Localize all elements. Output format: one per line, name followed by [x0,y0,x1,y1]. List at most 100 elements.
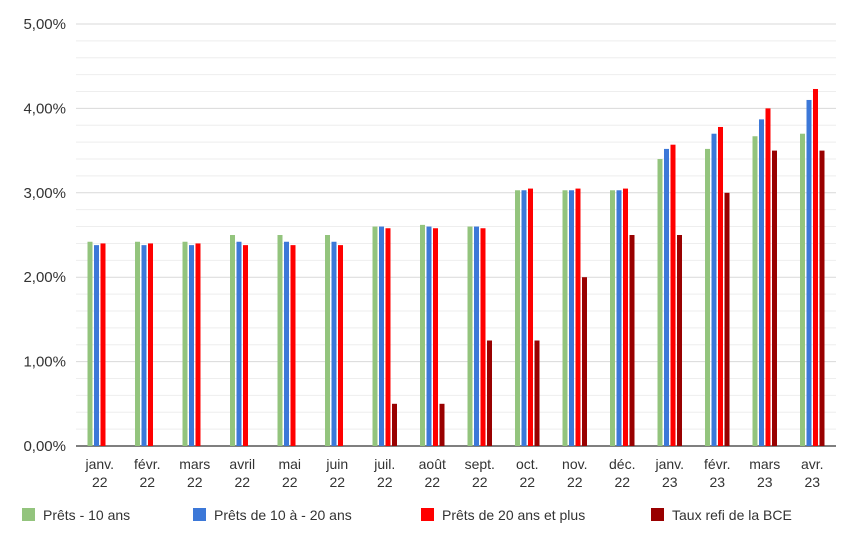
x-tick-label: oct. [516,456,539,472]
x-tick-label: janv. [84,456,114,472]
bar [182,241,188,446]
bar [718,126,723,446]
legend-swatch [22,508,35,521]
bar [189,245,194,446]
bar [610,190,615,446]
x-tick-label: déc. [609,456,635,472]
bar [677,235,682,446]
bar [148,243,153,446]
bar [277,235,283,446]
x-tick-label: févr. [134,456,160,472]
bar [515,190,520,446]
x-tick-label: 22 [614,474,630,490]
x-tick-label: mars [749,456,780,472]
bar [290,245,296,446]
bar [474,226,479,446]
x-tick-label: févr. [704,456,730,472]
x-tick-label: 22 [424,474,440,490]
x-tick-label: août [419,456,446,472]
bar [379,226,384,446]
bar [705,148,710,446]
bar [657,159,663,447]
bar [392,403,397,446]
bar [623,188,628,446]
y-tick-label: 0,00% [23,438,66,455]
legend-swatch [421,508,434,521]
bar [433,228,438,446]
x-tick-label: mars [179,456,210,472]
x-tick-label: nov. [562,456,587,472]
bar [562,190,568,446]
bar [629,235,635,446]
x-tick-label: janv. [654,456,684,472]
bar [664,148,669,446]
x-tick-label: sept. [465,456,495,472]
y-tick-label: 2,00% [23,269,66,286]
bar [100,243,106,446]
legend-label: Prêts - 10 ans [43,507,130,523]
legend-label: Taux refi de la BCE [672,507,792,523]
legend-swatch [651,508,664,521]
bar [420,224,425,446]
x-tick-label: juil. [373,456,395,472]
bar [487,340,492,446]
bar [141,245,147,446]
x-tick-label: avr. [801,456,824,472]
bar [195,243,201,446]
bar [772,150,777,446]
x-tick-label: 22 [519,474,535,490]
x-tick-label: 22 [329,474,345,490]
bar [582,277,587,446]
bar [813,88,818,447]
bar [325,235,330,446]
bar [752,136,758,446]
bar [528,188,533,446]
x-tick-label: avril [229,456,255,472]
bar [243,245,248,446]
bar [806,99,812,447]
x-tick-label: juin [325,456,348,472]
bar [800,133,805,446]
bar [575,188,581,446]
bar [711,133,717,446]
x-tick-label: 22 [92,474,108,490]
bar [534,340,540,446]
x-tick-label: 23 [804,474,820,490]
bar [426,226,432,446]
y-tick-label: 1,00% [23,354,66,371]
legend-swatch [193,508,206,521]
bar [94,245,99,446]
x-tick-label: 22 [567,474,583,490]
bar [230,235,235,446]
legend-label: Prêts de 10 à - 20 ans [214,507,352,523]
x-tick-label: 22 [187,474,203,490]
bar [338,245,343,446]
bar [284,241,289,446]
y-tick-label: 3,00% [23,185,66,202]
bar [569,190,574,446]
bar [765,108,771,447]
x-tick-label: 23 [757,474,773,490]
x-tick-label: 22 [282,474,298,490]
bar [467,226,473,446]
bar [670,144,676,446]
bar [385,228,391,446]
bar [372,226,378,446]
bar [616,190,622,446]
x-tick-label: 23 [662,474,678,490]
bar [724,192,730,446]
bar [819,150,825,446]
bar [759,119,764,447]
legend-label: Prêts de 20 ans et plus [442,507,585,523]
x-tick-label: 22 [234,474,250,490]
x-tick-label: 22 [139,474,155,490]
y-tick-label: 4,00% [23,100,66,117]
x-tick-label: mai [278,456,301,472]
bar [480,228,486,446]
bar [236,241,242,446]
bar [87,241,93,446]
x-tick-label: 22 [377,474,393,490]
bar [135,241,140,446]
bar [331,241,337,446]
